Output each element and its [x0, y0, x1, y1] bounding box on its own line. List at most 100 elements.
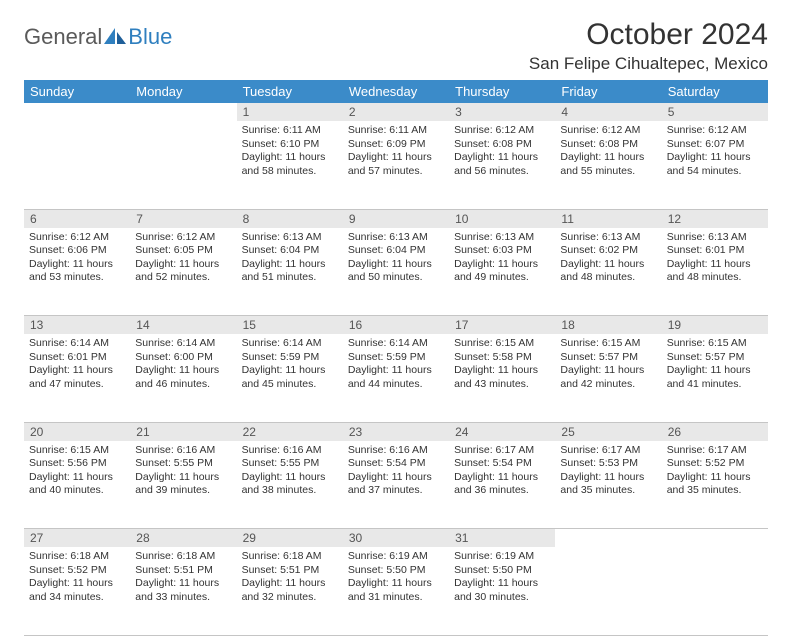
day-details: Sunrise: 6:19 AMSunset: 5:50 PMDaylight:… — [343, 547, 449, 608]
daylight-line: Daylight: 11 hours and 57 minutes. — [348, 151, 444, 178]
weekday-header: Friday — [555, 80, 661, 103]
daylight-line: Daylight: 11 hours and 47 minutes. — [29, 364, 125, 391]
day-number: 15 — [237, 316, 343, 334]
day-number: 7 — [130, 210, 236, 228]
sunrise-line: Sunrise: 6:13 AM — [454, 231, 550, 245]
sunset-line: Sunset: 6:06 PM — [29, 244, 125, 258]
day-cell — [24, 121, 130, 209]
sunset-line: Sunset: 5:52 PM — [667, 457, 763, 471]
sunrise-line: Sunrise: 6:11 AM — [242, 124, 338, 138]
daylight-line: Daylight: 11 hours and 55 minutes. — [560, 151, 656, 178]
day-number: 5 — [662, 103, 768, 121]
sunrise-line: Sunrise: 6:13 AM — [560, 231, 656, 245]
sunset-line: Sunset: 5:59 PM — [242, 351, 338, 365]
day-number: 17 — [449, 316, 555, 334]
day-cell: Sunrise: 6:12 AMSunset: 6:05 PMDaylight:… — [130, 228, 236, 316]
sunset-line: Sunset: 6:01 PM — [667, 244, 763, 258]
sunrise-line: Sunrise: 6:12 AM — [454, 124, 550, 138]
daylight-line: Daylight: 11 hours and 31 minutes. — [348, 577, 444, 604]
sunset-line: Sunset: 5:50 PM — [348, 564, 444, 578]
daylight-line: Daylight: 11 hours and 39 minutes. — [135, 471, 231, 498]
day-details: Sunrise: 6:16 AMSunset: 5:55 PMDaylight:… — [130, 441, 236, 502]
sunrise-line: Sunrise: 6:13 AM — [667, 231, 763, 245]
daylight-line: Daylight: 11 hours and 49 minutes. — [454, 258, 550, 285]
daylight-line: Daylight: 11 hours and 40 minutes. — [29, 471, 125, 498]
day-cell: Sunrise: 6:16 AMSunset: 5:54 PMDaylight:… — [343, 441, 449, 529]
sunset-line: Sunset: 5:56 PM — [29, 457, 125, 471]
daylight-line: Daylight: 11 hours and 51 minutes. — [242, 258, 338, 285]
day-details: Sunrise: 6:13 AMSunset: 6:02 PMDaylight:… — [555, 228, 661, 289]
week-row: Sunrise: 6:11 AMSunset: 6:10 PM Daylight:… — [24, 121, 768, 209]
daylight-line: Daylight: 11 hours and 44 minutes. — [348, 364, 444, 391]
sunrise-line: Sunrise: 6:17 AM — [667, 444, 763, 458]
day-cell: Sunrise: 6:14 AMSunset: 6:00 PMDaylight:… — [130, 334, 236, 422]
day-details: Sunrise: 6:12 AMSunset: 6:06 PMDaylight:… — [24, 228, 130, 289]
day-number: 16 — [343, 316, 449, 334]
sunset-line: Sunset: 6:10 PM — [242, 138, 338, 152]
sunrise-line: Sunrise: 6:13 AM — [242, 231, 338, 245]
day-cell: Sunrise: 6:12 AMSunset: 6:06 PMDaylight:… — [24, 228, 130, 316]
day-cell: Sunrise: 6:12 AMSunset: 6:08 PMDaylight:… — [449, 121, 555, 209]
sunset-line: Sunset: 5:57 PM — [667, 351, 763, 365]
sunrise-line: Sunrise: 6:18 AM — [242, 550, 338, 564]
day-details: Sunrise: 6:17 AMSunset: 5:52 PMDaylight:… — [662, 441, 768, 502]
sunset-line: Sunset: 5:55 PM — [135, 457, 231, 471]
sunset-line: Sunset: 6:00 PM — [135, 351, 231, 365]
calendar-body: 12345 Sunrise: 6:11 AMSunset: 6:10 PM Dayl… — [24, 103, 768, 635]
day-cell: Sunrise: 6:11 AMSunset: 6:10 PMDaylight:… — [237, 121, 343, 209]
day-cell — [662, 547, 768, 635]
sunset-line: Sunset: 5:52 PM — [29, 564, 125, 578]
sunrise-line: Sunrise: 6:13 AM — [348, 231, 444, 245]
day-cell: Sunrise: 6:15 AMSunset: 5:58 PMDaylight:… — [449, 334, 555, 422]
day-cell: Sunrise: 6:12 AMSunset: 6:08 PMDaylight:… — [555, 121, 661, 209]
sunset-line: Sunset: 5:55 PM — [242, 457, 338, 471]
sunset-line: Sunset: 6:05 PM — [135, 244, 231, 258]
sunset-line: Sunset: 6:02 PM — [560, 244, 656, 258]
day-number: 9 — [343, 210, 449, 228]
logo-text-general: General — [24, 24, 102, 50]
daylight-line: Daylight: 11 hours and 56 minutes. — [454, 151, 550, 178]
daylight-line: Daylight: 11 hours and 36 minutes. — [454, 471, 550, 498]
sunset-line: Sunset: 6:08 PM — [454, 138, 550, 152]
daylight-line: Daylight: 11 hours and 46 minutes. — [135, 364, 231, 391]
day-details: Sunrise: 6:18 AMSunset: 5:51 PMDaylight:… — [237, 547, 343, 608]
sunset-line: Sunset: 5:51 PM — [242, 564, 338, 578]
sunset-line: Sunset: 6:01 PM — [29, 351, 125, 365]
daylight-line: Daylight: 11 hours and 48 minutes. — [560, 258, 656, 285]
daylight-line: Daylight: 11 hours and 32 minutes. — [242, 577, 338, 604]
day-number: 13 — [24, 316, 130, 334]
daylight-line: Daylight: 11 hours and 50 minutes. — [348, 258, 444, 285]
daylight-line: Daylight: 11 hours and 35 minutes. — [667, 471, 763, 498]
page-header: General Blue October 2024 San Felipe Cih… — [24, 18, 768, 74]
daylight-line: Daylight: 11 hours and 54 minutes. — [667, 151, 763, 178]
daylight-line: Daylight: 11 hours and 30 minutes. — [454, 577, 550, 604]
day-cell: Sunrise: 6:13 AMSunset: 6:04 PMDaylight:… — [343, 228, 449, 316]
weekday-header: Sunday — [24, 80, 130, 103]
daynum-row: 12345 — [24, 103, 768, 121]
daylight-line: Daylight: 11 hours and 42 minutes. — [560, 364, 656, 391]
day-details: Sunrise: 6:15 AMSunset: 5:58 PMDaylight:… — [449, 334, 555, 395]
sunset-line: Sunset: 5:53 PM — [560, 457, 656, 471]
day-details: Sunrise: 6:12 AMSunset: 6:08 PMDaylight:… — [449, 121, 555, 182]
day-cell: Sunrise: 6:18 AMSunset: 5:51 PMDaylight:… — [237, 547, 343, 635]
day-cell — [130, 121, 236, 209]
day-number: 25 — [555, 423, 661, 441]
sunrise-line: Sunrise: 6:16 AM — [135, 444, 231, 458]
title-block: October 2024 San Felipe Cihualtepec, Mex… — [529, 18, 768, 74]
logo-sail-icon — [104, 28, 126, 44]
sunrise-line: Sunrise: 6:15 AM — [667, 337, 763, 351]
day-number: 3 — [449, 103, 555, 121]
generalblue-logo: General Blue — [24, 24, 172, 50]
sunset-line: Sunset: 6:08 PM — [560, 138, 656, 152]
day-number — [24, 103, 130, 121]
sunrise-line: Sunrise: 6:12 AM — [560, 124, 656, 138]
daylight-line: Daylight: 11 hours and 52 minutes. — [135, 258, 231, 285]
day-cell: Sunrise: 6:13 AMSunset: 6:04 PMDaylight:… — [237, 228, 343, 316]
day-details: Sunrise: 6:16 AMSunset: 5:54 PMDaylight:… — [343, 441, 449, 502]
sunrise-line: Sunrise: 6:19 AM — [348, 550, 444, 564]
day-details: Sunrise: 6:13 AMSunset: 6:04 PMDaylight:… — [237, 228, 343, 289]
day-details: Sunrise: 6:14 AMSunset: 6:00 PMDaylight:… — [130, 334, 236, 395]
sunset-line: Sunset: 5:54 PM — [454, 457, 550, 471]
daylight-line: Daylight: 11 hours and 53 minutes. — [29, 258, 125, 285]
day-number: 24 — [449, 423, 555, 441]
